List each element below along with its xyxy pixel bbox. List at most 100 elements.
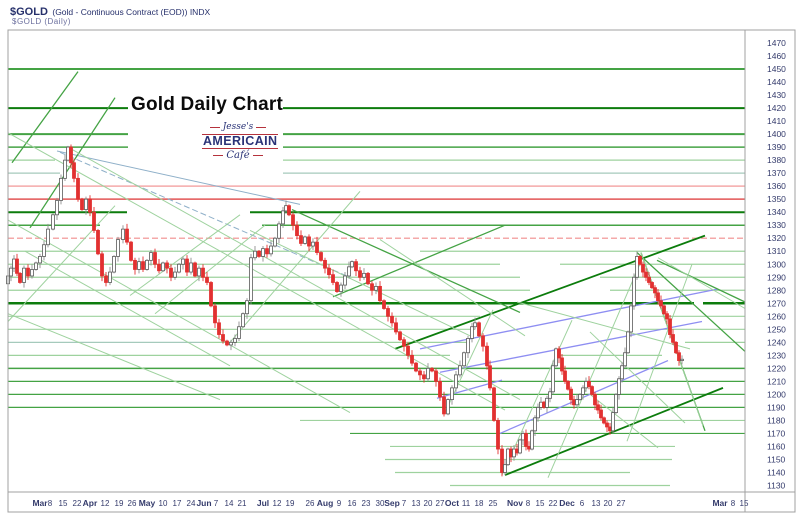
logo-flourish-right-icon	[256, 127, 267, 128]
trendline	[439, 320, 703, 373]
candle-down	[205, 276, 209, 283]
candle-up	[9, 267, 13, 277]
candle-down	[418, 370, 422, 376]
candle-down	[406, 345, 410, 356]
candle-up	[241, 313, 245, 328]
date-tick-label: Nov	[507, 498, 523, 508]
logo-bottom-row: Café	[202, 150, 274, 161]
candle-up	[614, 393, 618, 414]
logo-main-row: AMERICAIN	[202, 132, 279, 150]
chart-title: Gold Daily Chart	[131, 94, 284, 115]
candle-down	[572, 399, 576, 406]
candle-down	[485, 345, 489, 367]
candle-down	[193, 262, 197, 277]
price-tick-label: 1210	[767, 376, 786, 386]
candle-up	[112, 256, 116, 273]
candle-down	[26, 267, 30, 277]
candle-up	[284, 205, 288, 212]
logo-flourish-left-icon	[209, 127, 220, 128]
date-tick-label: 15	[59, 499, 68, 508]
date-tick-label: 30	[376, 499, 385, 508]
candle-up	[233, 338, 237, 343]
date-tick-label: 11	[462, 499, 471, 508]
trendline	[129, 214, 241, 296]
date-tick-label: Mar	[32, 498, 48, 508]
date-tick-label: 26	[306, 499, 315, 508]
candle-down	[386, 308, 390, 317]
date-tick-label: 12	[273, 499, 282, 508]
candle-down	[644, 271, 648, 278]
candle-down	[370, 283, 374, 291]
date-tick-label: Dec	[559, 498, 575, 508]
candle-up	[197, 267, 201, 277]
candle-up	[374, 285, 378, 291]
symbol-label: $GOLD	[10, 6, 48, 18]
candle-down	[323, 259, 327, 269]
trendline	[7, 219, 351, 414]
logo-wordmark: AMERICAIN	[202, 134, 279, 149]
jesses-americain-cafe-logo: Jesse's AMERICAIN Café	[202, 123, 279, 161]
price-tick-label: 1450	[767, 64, 786, 74]
symbol-description: (Gold - Continuous Contract (EOD)) INDX	[52, 7, 211, 17]
date-tick-label: 27	[436, 499, 445, 508]
trendline	[516, 301, 691, 350]
trendline	[379, 239, 526, 337]
candle-down	[650, 282, 654, 289]
candle-down	[291, 214, 295, 226]
candle-down	[69, 146, 73, 164]
candle-down	[15, 258, 19, 274]
candle-down	[434, 370, 438, 382]
candle-down	[398, 331, 402, 341]
date-tick-label: Oct	[445, 498, 459, 508]
candle-down	[366, 272, 370, 285]
trendline	[7, 132, 506, 411]
candle-down	[656, 292, 660, 302]
candle-up	[189, 262, 193, 273]
candle-down	[378, 285, 382, 302]
date-tick-label: 25	[489, 499, 498, 508]
candle-up	[145, 259, 149, 270]
candle-down	[638, 256, 642, 265]
candle-down	[100, 253, 104, 277]
candle-up	[245, 300, 249, 315]
candle-up	[632, 276, 636, 307]
candle-up	[635, 256, 639, 278]
date-tick-label: 13	[412, 499, 421, 508]
candle-down	[527, 446, 531, 450]
candle-down	[593, 393, 597, 406]
date-tick-label: 8	[731, 499, 736, 508]
candle-up	[466, 338, 470, 354]
date-tick-label: 14	[225, 499, 234, 508]
candle-down	[500, 448, 504, 473]
candle-down	[88, 198, 92, 213]
price-tick-label: 1130	[767, 480, 786, 490]
candle-up	[533, 417, 537, 432]
candle-down	[402, 339, 406, 347]
date-tick-label: Apr	[83, 498, 98, 508]
candle-up	[512, 448, 516, 458]
date-tick-label: 24	[187, 499, 196, 508]
candle-down	[129, 241, 133, 261]
candle-down	[287, 205, 291, 216]
date-tick-label: 6	[580, 499, 585, 508]
candle-up	[253, 250, 257, 259]
candle-down	[394, 322, 398, 333]
price-tick-label: 1190	[767, 402, 786, 412]
price-tick-label: 1260	[767, 311, 786, 321]
date-tick-label: 10	[159, 499, 168, 508]
candle-down	[185, 258, 189, 273]
candle-up	[539, 401, 543, 408]
candle-down	[430, 367, 434, 372]
date-tick-label: 20	[604, 499, 613, 508]
price-tick-label: 1320	[767, 233, 786, 243]
trendline	[504, 387, 724, 476]
candle-down	[566, 380, 570, 390]
candle-up	[629, 305, 633, 333]
candle-down	[265, 248, 269, 255]
candle-down	[225, 340, 229, 346]
candle-down	[602, 417, 606, 424]
date-tick-label: 16	[348, 499, 357, 508]
trendline	[154, 224, 266, 315]
date-tick-label: 13	[592, 499, 601, 508]
date-tick-label: May	[139, 498, 156, 508]
